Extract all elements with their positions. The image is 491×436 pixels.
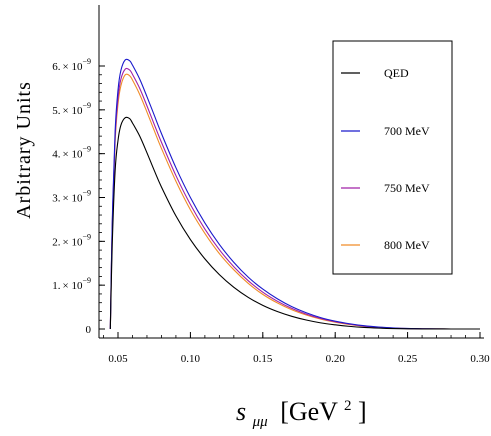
legend-label-700-mev: 700 MeV xyxy=(384,124,430,138)
y-tick-label: 1. × 10−9 xyxy=(52,276,91,292)
x-tick-label: 0.10 xyxy=(181,353,201,365)
legend-label-750-mev: 750 MeV xyxy=(384,181,430,195)
y-tick-label: 4. × 10−9 xyxy=(52,145,91,161)
x-axis-label-close: ] xyxy=(358,397,367,426)
x-tick-label: 0.30 xyxy=(470,353,490,365)
legend-box xyxy=(332,40,453,275)
y-tick-label: 5. × 10−9 xyxy=(52,101,91,117)
y-tick-label: 0 xyxy=(86,324,92,336)
x-axis-label: s μμ [GeV 2 ] xyxy=(236,387,367,432)
x-axis-label-main: s xyxy=(236,397,246,426)
series-line-qed xyxy=(109,116,480,330)
x-tick-label: 0.25 xyxy=(398,353,418,365)
y-tick-label: 6. × 10−9 xyxy=(52,57,91,73)
legend: QED 700 MeV 750 MeV 800 MeV xyxy=(332,40,453,275)
x-tick-label: 0.05 xyxy=(108,353,128,365)
x-tick-label: 0.20 xyxy=(326,353,346,365)
x-axis-label-exp: 2 xyxy=(344,398,352,414)
y-tick-label: 2. × 10−9 xyxy=(52,232,91,248)
y-axis-label: Arbitrary Units xyxy=(13,81,35,219)
x-axis-label-unit: [GeV xyxy=(280,397,338,426)
x-tick-label: 0.15 xyxy=(253,353,273,365)
legend-label-qed: QED xyxy=(384,66,409,80)
y-tick-label: 3. × 10−9 xyxy=(52,189,91,205)
x-axis-label-sub: μμ xyxy=(252,414,269,430)
legend-label-800-mev: 800 MeV xyxy=(384,238,430,252)
